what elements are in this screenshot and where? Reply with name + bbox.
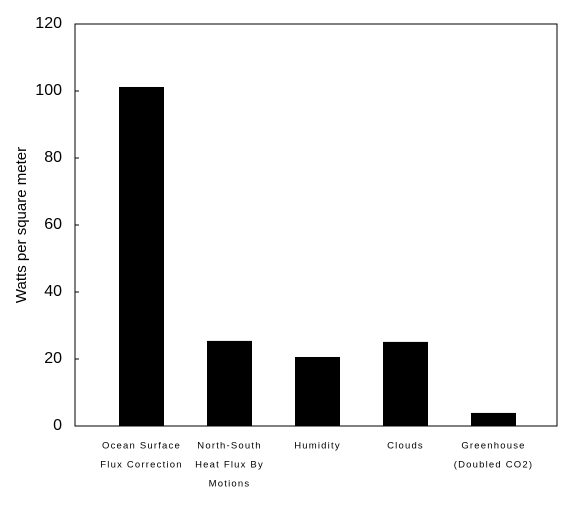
bar: [383, 341, 428, 426]
x-tick-label: Motions: [209, 479, 251, 490]
y-tick-label: 80: [44, 149, 62, 166]
y-tick-label: 120: [35, 15, 62, 32]
x-tick-label: Clouds: [387, 441, 424, 452]
y-axis-label: Watts per square meter: [13, 147, 30, 303]
bar: [119, 86, 164, 426]
y-tick-label: 40: [44, 283, 62, 300]
x-tick-label: Flux Correction: [100, 460, 182, 471]
y-tick-label: 20: [44, 350, 62, 367]
y-tick-label: 60: [44, 216, 62, 233]
x-tick-label: North-South: [197, 441, 261, 452]
x-tick-label: Greenhouse: [461, 441, 525, 452]
y-tick-label: 100: [35, 82, 62, 99]
bar: [471, 412, 516, 426]
x-tick-label: Heat Flux By: [195, 460, 264, 471]
bar: [295, 356, 340, 426]
x-tick-label: (Doubled CO2): [454, 460, 534, 471]
x-tick-label: Ocean Surface: [102, 441, 181, 452]
y-tick-label: 0: [53, 417, 62, 434]
x-tick-label: Humidity: [294, 441, 341, 452]
bar: [207, 340, 252, 426]
